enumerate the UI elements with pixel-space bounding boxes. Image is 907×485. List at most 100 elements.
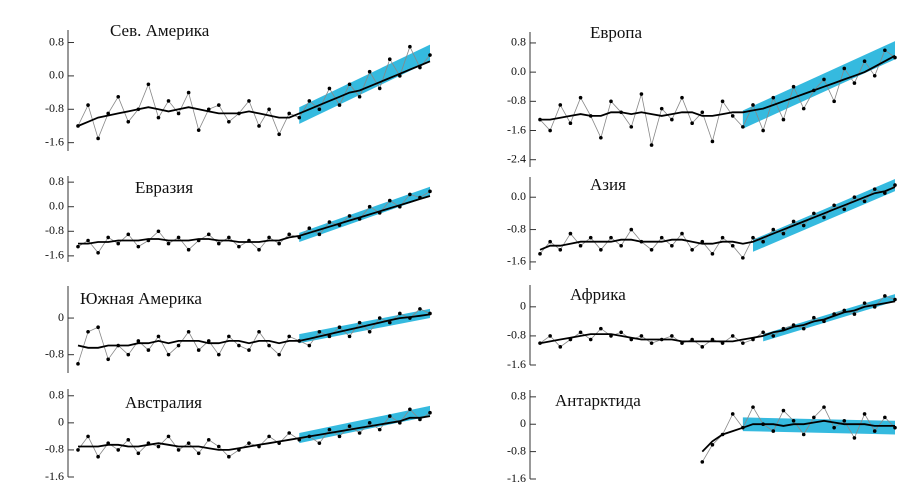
annual-point	[217, 103, 221, 107]
y-tick-label: -0.8	[507, 443, 526, 457]
smoothed-line	[78, 415, 431, 451]
annual-point	[257, 124, 261, 128]
annual-point	[146, 348, 151, 352]
annual-point	[398, 311, 402, 316]
y-tick-label: 0	[58, 310, 64, 324]
annual-point	[86, 329, 90, 334]
annual-point	[588, 235, 593, 240]
smoothed-line	[539, 300, 896, 345]
annual-point	[893, 183, 897, 187]
annual-point	[176, 343, 181, 348]
annual-point	[106, 235, 110, 240]
annual-point	[96, 454, 100, 459]
annual-point	[186, 329, 191, 334]
y-tick-label: -1.6	[507, 254, 526, 268]
annual-point	[670, 243, 674, 248]
annual-point	[186, 441, 191, 445]
annual-point	[267, 343, 271, 348]
annual-point	[629, 125, 634, 129]
annual-point	[649, 341, 654, 345]
annual-point	[720, 99, 725, 104]
y-tick-label: -2.4	[507, 151, 526, 165]
annual-point	[217, 444, 221, 449]
y-tick-label: -0.8	[45, 346, 64, 360]
annual-point	[568, 231, 573, 236]
annual-point	[428, 189, 432, 194]
annual-point	[247, 441, 251, 445]
annual-point	[387, 414, 392, 418]
annual-point	[317, 441, 322, 445]
y-tick-label: 0.8	[511, 389, 526, 403]
annual-point	[700, 345, 705, 349]
annual-point	[710, 337, 715, 342]
annual-point	[206, 107, 211, 112]
annual-point	[247, 348, 251, 352]
annual-point	[186, 247, 191, 252]
annual-point	[862, 199, 867, 204]
annual-point	[872, 187, 877, 191]
annual-point	[347, 424, 352, 429]
annual-point	[781, 117, 786, 122]
annual-point	[578, 330, 583, 335]
annual-point	[327, 86, 332, 91]
panel-title: Азия	[590, 175, 626, 194]
annual-point	[76, 244, 80, 249]
annual-point	[700, 460, 705, 464]
annual-point	[842, 419, 847, 423]
panel-title: Австралия	[125, 393, 202, 412]
annual-point	[700, 239, 705, 244]
smoothed-line	[77, 60, 431, 127]
annual-point	[136, 451, 141, 456]
annual-point	[357, 431, 362, 435]
y-tick-label: 0.8	[511, 35, 526, 49]
annual-point	[196, 128, 201, 132]
annual-point	[883, 294, 887, 298]
annual-point	[136, 244, 141, 249]
annual-point	[237, 343, 241, 348]
annual-point	[337, 325, 342, 330]
annual-point	[428, 410, 432, 415]
y-tick-label: -1.6	[507, 122, 526, 136]
annual-line	[701, 406, 896, 463]
annual-point	[842, 66, 847, 71]
annual-point	[227, 119, 231, 124]
annual-point	[588, 337, 593, 342]
annual-point	[761, 128, 765, 133]
annual-point	[307, 343, 312, 348]
annual-point	[761, 239, 765, 244]
annual-point	[387, 198, 392, 203]
y-tick-label: -0.8	[45, 101, 64, 115]
annual-point	[377, 316, 382, 320]
annual-point	[872, 73, 877, 78]
annual-point	[791, 219, 796, 224]
annual-point	[852, 81, 857, 85]
annual-point	[730, 412, 735, 416]
annual-point	[247, 99, 251, 103]
annual-point	[297, 115, 302, 120]
y-tick-label: 0.0	[511, 189, 526, 203]
annual-point	[217, 352, 221, 357]
annual-point	[116, 241, 121, 246]
annual-point	[387, 320, 392, 325]
annual-point	[670, 117, 674, 122]
annual-point	[578, 95, 583, 100]
annual-point	[741, 125, 745, 129]
annual-point	[186, 90, 191, 95]
annual-point	[287, 111, 292, 116]
annual-point	[680, 231, 684, 236]
annual-point	[347, 82, 352, 87]
annual-point	[710, 252, 715, 256]
annual-point	[690, 121, 694, 126]
annual-point	[156, 334, 161, 339]
annual-point	[86, 238, 90, 243]
annual-point	[176, 111, 181, 116]
annual-point	[156, 115, 161, 120]
y-tick-label: -0.8	[507, 93, 526, 107]
y-tick-label: 0.0	[49, 198, 64, 212]
y-tick-label: 0.0	[49, 68, 64, 82]
annual-point	[126, 232, 131, 237]
annual-point	[599, 136, 603, 140]
smoothed-line	[701, 419, 895, 453]
annual-point	[690, 337, 694, 342]
